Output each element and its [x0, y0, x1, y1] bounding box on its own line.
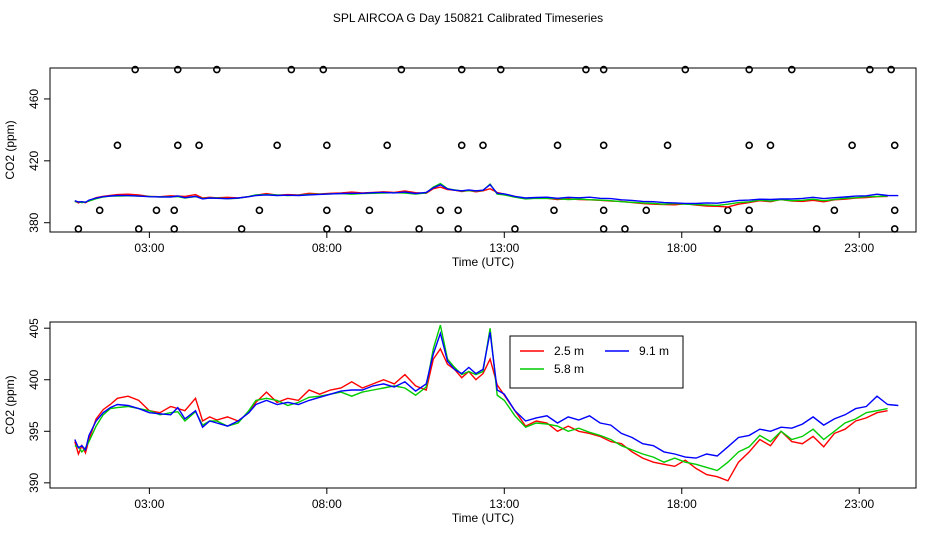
data-point-circle	[383, 141, 391, 150]
data-point-circle	[170, 225, 179, 233]
data-point-circle	[323, 206, 331, 215]
data-point-circle	[553, 141, 562, 150]
data-point-circle	[131, 65, 139, 74]
data-point-circle	[745, 225, 753, 233]
data-point-circle	[273, 141, 281, 150]
plot-frame	[49, 67, 917, 233]
data-point-circle	[663, 141, 672, 150]
x-tick-label: 18:00	[667, 241, 697, 255]
data-point-circle	[95, 206, 104, 215]
data-point-circle	[830, 206, 839, 215]
data-point-circle	[213, 65, 221, 74]
data-point-circle	[397, 65, 406, 74]
data-point-circle	[745, 65, 753, 74]
data-point-circle	[766, 141, 775, 150]
data-point-circle	[170, 206, 179, 215]
data-point-circle	[496, 65, 505, 74]
data-point-circle	[173, 141, 182, 150]
data-point-circle	[621, 225, 629, 233]
data-point-circle	[195, 141, 203, 150]
y-tick-label: 390	[27, 473, 41, 493]
data-point-circle	[787, 65, 796, 74]
data-point-circle	[890, 206, 899, 215]
data-point-circle	[890, 141, 899, 150]
data-point-circle	[287, 65, 296, 74]
x-axis-label: Time (UTC)	[452, 255, 514, 269]
data-point-circle	[890, 225, 899, 233]
data-point-circle	[344, 225, 352, 233]
data-point-circle	[152, 206, 161, 215]
x-tick-label: 03:00	[134, 497, 164, 511]
chart-title: SPL AIRCOA G Day 150821 Calibrated Times…	[333, 11, 603, 25]
x-tick-label: 13:00	[489, 241, 519, 255]
y-tick-label: 460	[27, 89, 41, 109]
data-point-circle	[642, 206, 651, 215]
panel-bottom: 03:00 08:00 13:00 18:00 23:00 Time (UTC) 390 39…	[3, 318, 917, 525]
data-point-circle	[365, 206, 374, 215]
data-point-circle	[745, 206, 753, 215]
y-tick-label: 395	[27, 421, 41, 441]
plot-frame	[49, 321, 917, 489]
data-point-circle	[436, 206, 445, 215]
data-point-circle	[255, 206, 264, 215]
series-line-91m	[74, 183, 899, 205]
data-point-circle	[848, 141, 856, 150]
x-tick-label: 23:00	[844, 241, 874, 255]
data-point-circle	[74, 225, 83, 233]
y-axis-label: CO2 (ppm)	[3, 375, 17, 434]
data-point-circle	[323, 141, 331, 150]
legend-label: 5.8 m	[554, 362, 584, 376]
x-tick-label: 18:00	[667, 497, 697, 511]
data-point-circle	[599, 225, 608, 233]
y-tick-label: 405	[27, 318, 41, 338]
y-tick-label: 380	[27, 212, 41, 232]
data-point-circle	[454, 206, 462, 215]
y-tick-label: 420	[27, 150, 41, 170]
x-tick-label: 08:00	[312, 241, 342, 255]
data-point-circle	[454, 225, 462, 233]
y-tick-label: 400	[27, 369, 41, 389]
data-point-circle	[599, 65, 608, 74]
x-tick-label: 13:00	[489, 497, 519, 511]
data-point-circle	[323, 225, 331, 233]
data-point-circle	[237, 225, 246, 233]
data-point-circle	[134, 225, 143, 233]
x-tick-label: 08:00	[312, 497, 342, 511]
data-point-circle	[866, 65, 874, 74]
y-axis-label: CO2 (ppm)	[3, 120, 17, 179]
data-point-circle	[599, 141, 608, 150]
data-point-circle	[479, 141, 487, 150]
data-point-circle	[457, 141, 466, 150]
series-line-58m	[74, 324, 888, 472]
data-point-circle	[511, 225, 519, 233]
data-point-circle	[550, 206, 558, 215]
panel-top: 03:00 08:00 13:00 18:00 23:00 Time (UTC) 380 42…	[3, 65, 917, 269]
data-point-circle	[724, 206, 732, 215]
data-point-circle	[113, 141, 122, 150]
data-point-circle	[681, 65, 690, 74]
legend-box	[509, 335, 684, 389]
x-tick-label: 03:00	[134, 241, 164, 255]
data-point-circle	[599, 206, 608, 215]
legend-label: 2.5 m	[554, 344, 584, 358]
data-point-circle	[745, 141, 753, 150]
data-point-circle	[173, 65, 182, 74]
data-point-circle	[457, 65, 466, 74]
x-tick-label: 23:00	[844, 497, 874, 511]
data-point-circle	[812, 225, 821, 233]
data-point-circle	[887, 65, 895, 74]
data-point-circle	[713, 225, 722, 233]
legend-label: 9.1 m	[639, 344, 669, 358]
data-point-circle	[319, 65, 328, 74]
data-point-circle	[582, 65, 590, 74]
data-point-circle	[415, 225, 423, 233]
series-line-91m	[74, 330, 899, 459]
x-axis-label: Time (UTC)	[452, 511, 514, 525]
